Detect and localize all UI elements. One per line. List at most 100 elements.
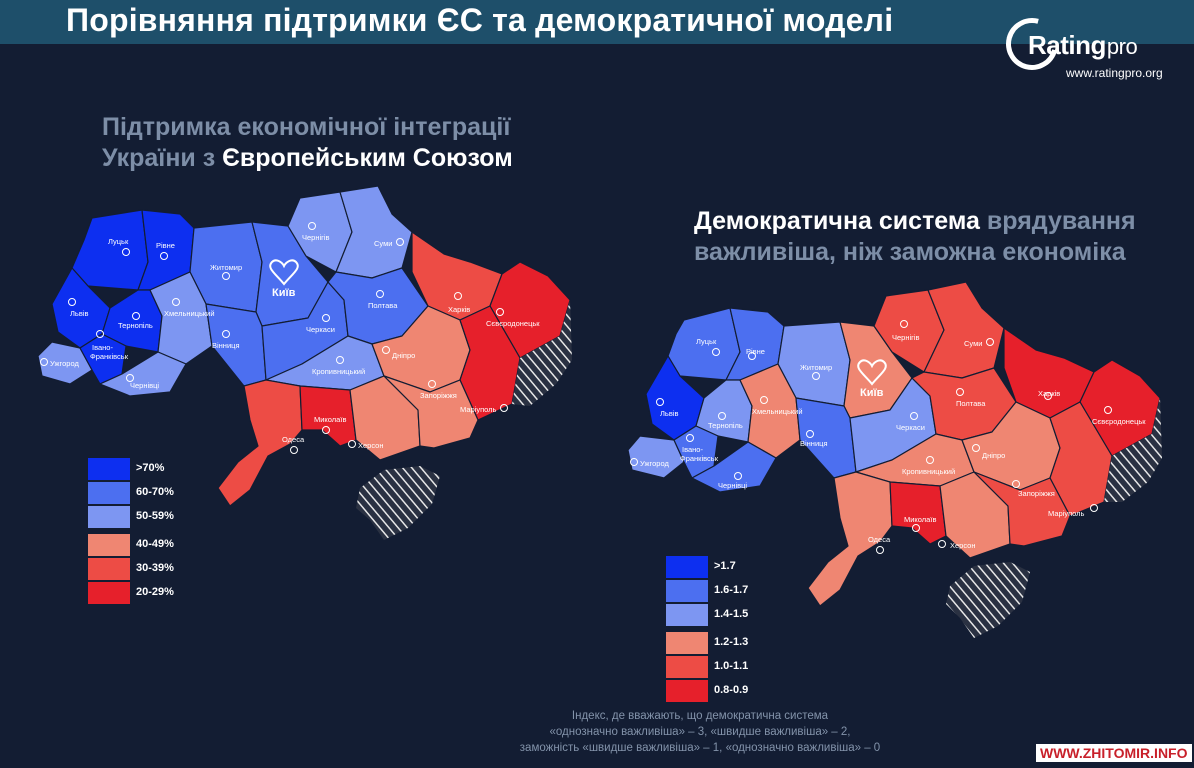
eu-city-dot-chernivtsi bbox=[126, 374, 134, 382]
dem-city-label-khmelnytskyi: Хмельницький bbox=[752, 407, 803, 416]
dem-city-dot-sievierodonetsk bbox=[1104, 406, 1112, 414]
dem-city-dot-vinnytsia bbox=[806, 430, 814, 438]
eu-map-title-line2: України з Європейським Союзом bbox=[102, 144, 513, 172]
eu-city-dot-chernihiv bbox=[308, 222, 316, 230]
democracy-map bbox=[627, 281, 1162, 638]
dem-legend-swatch bbox=[666, 632, 708, 654]
eu-city-dot-vinnytsia bbox=[222, 330, 230, 338]
dem-city-label-sumy: Суми bbox=[964, 339, 982, 348]
dem-legend-swatch bbox=[666, 556, 708, 578]
dem-city-dot-zhytomyr bbox=[812, 372, 820, 380]
dem-city-label-kyiv: Київ bbox=[860, 387, 884, 399]
dem-city-dot-rivne bbox=[748, 352, 756, 360]
eu-legend-label: 30-39% bbox=[136, 562, 174, 574]
eu-map-title: Підтримка економічної інтеграції України… bbox=[102, 112, 513, 174]
eu-city-dot-dnipro bbox=[382, 346, 390, 354]
eu-city-label-chernihiv: Чернігів bbox=[302, 233, 330, 242]
dem-city-label-mariupol: Маріуполь bbox=[1048, 509, 1085, 518]
dem-city-dot-zaporizhzhia bbox=[1012, 480, 1020, 488]
dem-city-dot-mariupol bbox=[1090, 504, 1098, 512]
dem-legend-label: >1.7 bbox=[714, 560, 736, 572]
dem-city-label-lviv: Львів bbox=[660, 409, 678, 418]
dem-city-label-poltava: Полтава bbox=[956, 399, 986, 408]
watermark: WWW.ZHITOMIR.INFO bbox=[1036, 744, 1192, 762]
eu-legend-label: 50-59% bbox=[136, 510, 174, 522]
eu-city-dot-ivano-frankivsk bbox=[96, 330, 104, 338]
ratingpro-logo: Ratingpro www.ratingpro.org bbox=[996, 8, 1190, 84]
eu-city-label-lutsk: Луцьк bbox=[108, 237, 129, 246]
dem-city-dot-chernivtsi bbox=[734, 472, 742, 480]
eu-city-label-sumy: Суми bbox=[374, 239, 392, 248]
dem-legend-label: 1.4-1.5 bbox=[714, 608, 749, 620]
page-title: Порівняння підтримки ЄС та демократичної… bbox=[66, 2, 894, 38]
eu-legend-label: 40-49% bbox=[136, 538, 174, 550]
eu-city-label-kharkiv: Харків bbox=[448, 305, 470, 314]
eu-kyiv-heart-icon bbox=[269, 259, 299, 286]
dem-city-label-cherkasy: Черкаси bbox=[896, 423, 925, 432]
dem-occupied-crimea bbox=[946, 562, 1030, 638]
eu-city-label-poltava: Полтава bbox=[368, 301, 398, 310]
dem-city-dot-ternopil bbox=[718, 412, 726, 420]
eu-city-dot-lviv bbox=[68, 298, 76, 306]
footnote-line: заможність «швидше важливіша» – 1, «одно… bbox=[519, 742, 881, 754]
dem-city-dot-ivano-frankivsk bbox=[686, 434, 694, 442]
header-bar bbox=[0, 0, 1194, 44]
dem-city-label-lutsk: Луцьк bbox=[696, 337, 717, 346]
eu-city-label-mariupol: Маріуполь bbox=[460, 405, 497, 414]
democracy-map-title-line2: важливіша, ніж заможна економіка bbox=[694, 238, 1126, 266]
dem-city-dot-khmelnytskyi bbox=[760, 396, 768, 404]
eu-city-label-ternopil: Тернопіль bbox=[118, 321, 153, 330]
dem-city-label-kherson: Херсон bbox=[950, 541, 976, 550]
eu-city-dot-mariupol bbox=[500, 404, 508, 412]
dem-city-label-vinnytsia: Вінниця bbox=[800, 439, 828, 448]
dem-city-label-kharkiv: Харків bbox=[1038, 389, 1060, 398]
dem-legend-label: 1.0-1.1 bbox=[714, 660, 749, 672]
dem-map-cities bbox=[630, 320, 1112, 554]
eu-legend-swatch bbox=[88, 558, 130, 580]
dem-city-label-chernivtsi: Чернівці bbox=[718, 481, 747, 490]
eu-occupied-donbas bbox=[512, 300, 572, 406]
dem-city-dot-sumy bbox=[986, 338, 994, 346]
eu-city-dot-kropyvnytskyi bbox=[336, 356, 344, 364]
dem-map-city-labels: Луцьк Рівне Житомир Чернігів Суми Львів … bbox=[640, 333, 1146, 550]
dem-region-donetsk bbox=[1049, 401, 1113, 517]
dem-region-zaporizhzhia bbox=[973, 471, 1071, 547]
dem-region-mykolaiv bbox=[889, 481, 947, 545]
eu-legend-swatch bbox=[88, 534, 130, 556]
eu-city-dot-kharkiv bbox=[454, 292, 462, 300]
dem-city-label-kropyvnytskyi: Кропивницький bbox=[902, 467, 955, 476]
eu-city-dot-zhytomyr bbox=[222, 272, 230, 280]
eu-city-label-rivne: Рівне bbox=[156, 241, 175, 250]
footnote-line: «однозначно важливіша» – 3, «швидше важл… bbox=[549, 726, 851, 738]
dem-kyiv-heart-icon bbox=[857, 359, 887, 386]
eu-city-label-ivano-frankivsk-1: Івано- bbox=[92, 343, 113, 352]
eu-map bbox=[37, 185, 572, 540]
dem-city-dot-lviv bbox=[656, 398, 664, 406]
eu-city-label-kyiv: Київ bbox=[272, 287, 296, 299]
eu-city-dot-poltava bbox=[376, 290, 384, 298]
eu-city-label-vinnytsia: Вінниця bbox=[212, 341, 240, 350]
eu-legend-label: 20-29% bbox=[136, 586, 174, 598]
eu-city-dot-cherkasy bbox=[322, 314, 330, 322]
logo-url: www.ratingpro.org bbox=[1066, 66, 1163, 80]
dem-city-dot-kharkiv bbox=[1044, 392, 1052, 400]
dem-city-label-chernihiv: Чернігів bbox=[892, 333, 920, 342]
dem-city-dot-poltava bbox=[956, 388, 964, 396]
eu-legend-swatch bbox=[88, 506, 130, 528]
eu-legend-swatch bbox=[88, 482, 130, 504]
eu-legend-label: 60-70% bbox=[136, 486, 174, 498]
dem-city-label-rivne: Рівне bbox=[746, 347, 765, 356]
democracy-map-title: Демократична система врядування важливіш… bbox=[694, 206, 1136, 268]
eu-legend-swatch bbox=[88, 458, 130, 480]
dem-city-dot-odesa bbox=[876, 546, 884, 554]
index-footnote: Індекс, де вважають, що демократична сис… bbox=[500, 708, 900, 756]
dem-city-dot-mykolaiv bbox=[912, 524, 920, 532]
eu-region-khmelnytskyi bbox=[149, 271, 213, 365]
eu-map-cities bbox=[40, 222, 508, 454]
dem-city-dot-kropyvnytskyi bbox=[926, 456, 934, 464]
eu-legend-label: >70% bbox=[136, 462, 165, 474]
dem-city-dot-cherkasy bbox=[910, 412, 918, 420]
eu-city-label-lviv: Львів bbox=[70, 309, 88, 318]
eu-city-label-chernivtsi: Чернівці bbox=[130, 381, 159, 390]
dem-city-label-odesa: Одеса bbox=[868, 535, 891, 544]
